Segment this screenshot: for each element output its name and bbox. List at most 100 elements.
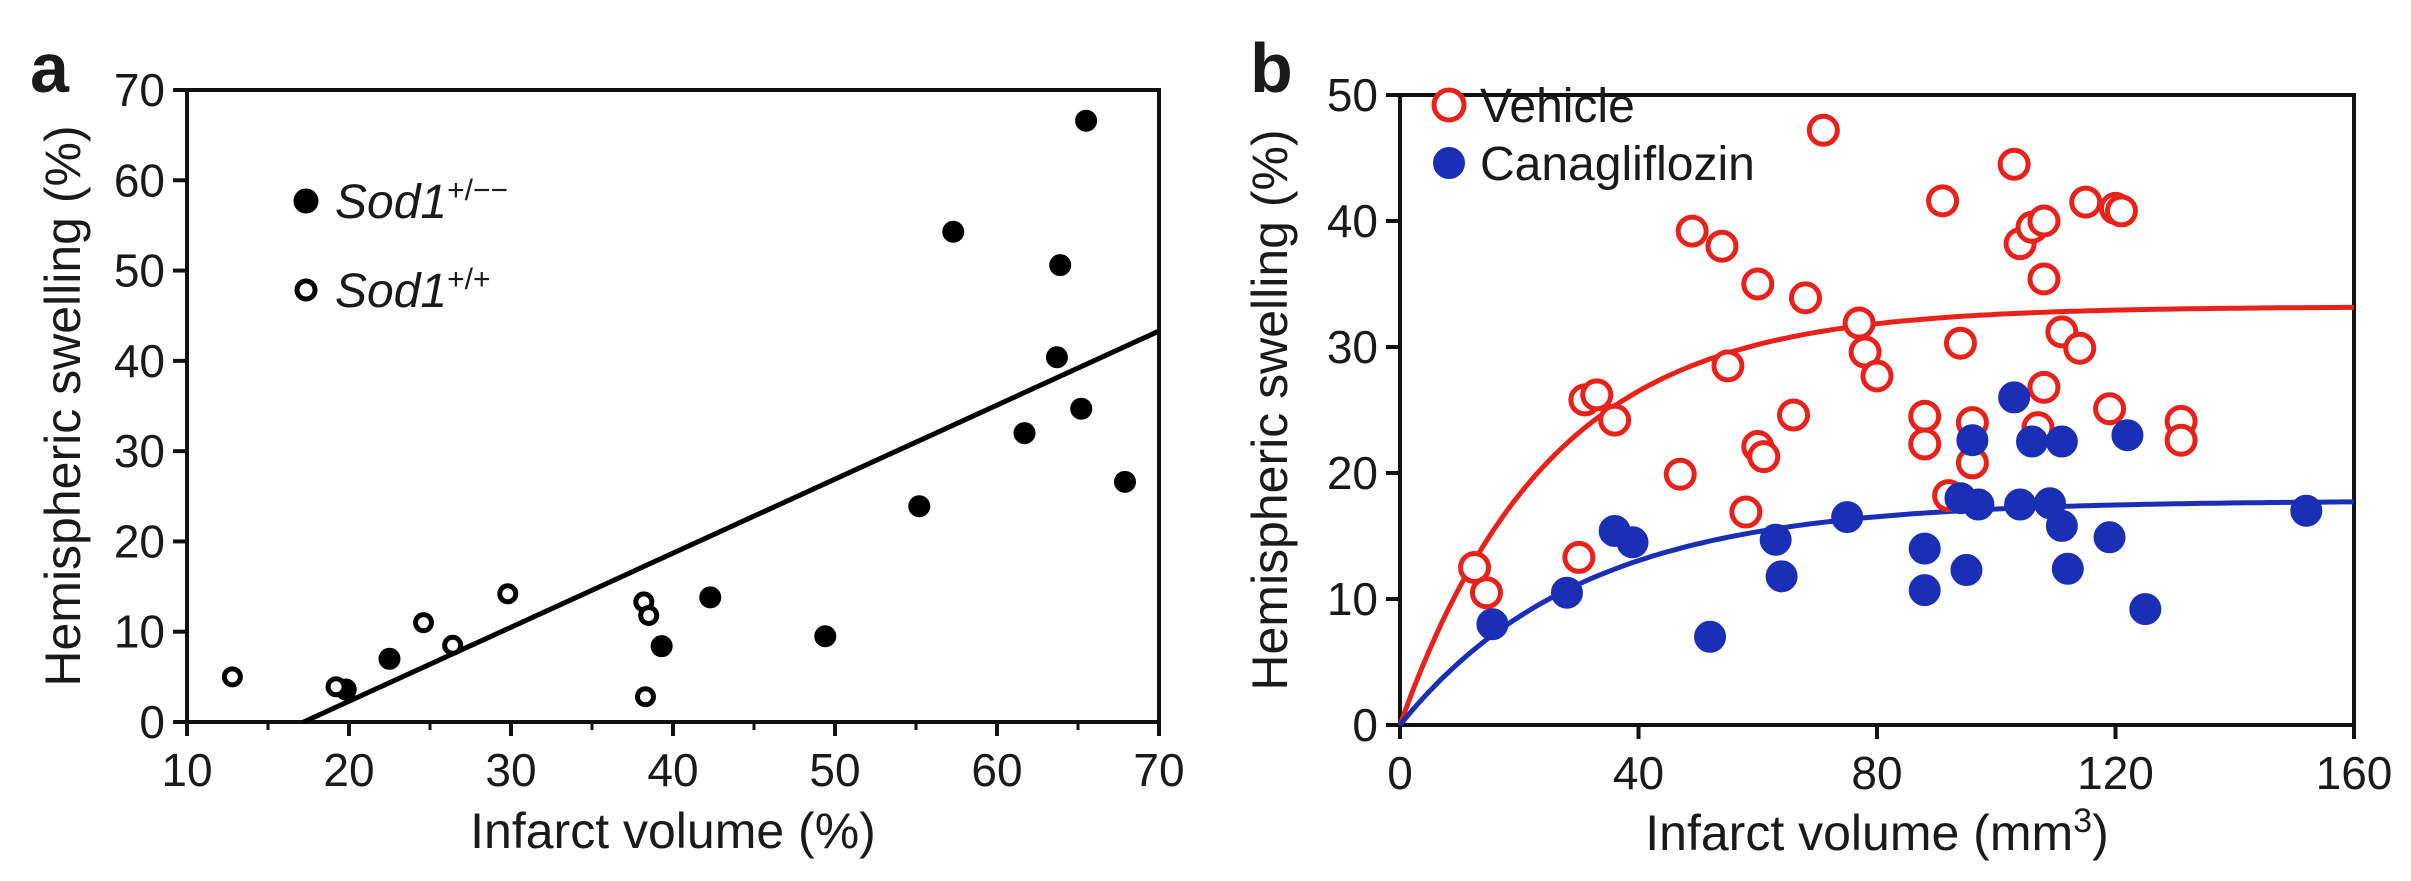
panel-b-point-open-s0 [1777,398,1811,432]
panel-b-point-filled-s1 [1956,424,1989,457]
panel-a-point-open-s1 [413,612,435,634]
panel-a-ytick-label: 60 [114,154,165,206]
panel-b-point-filled-s1 [2111,419,2144,452]
panel-b-point-open-s0 [1908,399,1942,433]
panel-b-point-open-s0 [1997,147,2031,181]
panel-a-point-open-s1 [497,583,519,605]
panel-b-ytick-label: 0 [1352,699,1378,751]
panel-b-ytick-label: 20 [1327,447,1378,499]
panel-b-point-open-s0 [2027,370,2061,404]
panel-b-point-filled-s1 [1476,608,1509,641]
panel-a-label: a [30,29,70,107]
panel-a-point-filled-s0 [942,220,965,243]
panel-b-point-filled-s1 [2016,425,2049,458]
panel-b-ylabel: Hemispheric swelling (%) [1242,129,1298,690]
panel-a-point-filled-s0 [1049,254,1072,277]
panel-b-point-open-s0 [1469,576,1503,610]
panel-a-ytick-label: 0 [139,696,165,748]
panel-b-point-filled-s1 [1831,501,1864,534]
panel-b-xtick-label: 160 [2316,747,2393,799]
panel-b-point-open-s0 [1788,281,1822,315]
panel-a-xtick-label: 20 [323,744,374,796]
panel-a-point-filled-s0 [1070,397,1093,420]
panel-a-point-open-s1 [634,686,656,708]
panel-a-xtick-label: 60 [971,744,1022,796]
panel-a-point-open-s1 [221,666,243,688]
panel-b-point-open-s0 [2104,194,2138,228]
panel-a-point-filled-s0 [1045,346,1068,369]
panel-b-point-filled-s1 [1616,526,1649,559]
panel-a-legend: Sod1+/−− Sod1+/+ [293,174,508,318]
panel-b-point-filled-s1 [2045,509,2078,542]
panel-a-ylabel: Hemispheric swelling (%) [35,125,91,686]
panel-b-point-filled-s1 [1765,560,1798,593]
panel-b-point-open-s0 [1598,403,1632,437]
panel-b-legend: Vehicle Canagliflozin [1431,80,1755,191]
fit-curve-canagliflozin [1398,499,2354,727]
panel-b-xtick-label: 120 [2077,747,2154,799]
legend-a-label-1: Sod1+/+ [335,263,490,318]
panel-a-point-filled-s0 [650,635,673,658]
panel-a-xtick-label: 10 [161,744,212,796]
panel-b-label: b [1250,29,1293,107]
legend-b-vehicle-marker [1431,87,1467,123]
panel-b-points [1458,113,2323,653]
panel-b-point-filled-s1 [1950,554,1983,587]
panel-a-ytick-label: 70 [114,64,165,116]
panel-b-point-open-s0 [1908,427,1942,461]
panel-b-point-open-s0 [1741,267,1775,301]
panel-a-point-filled-s0 [814,625,837,648]
panel-b-point-open-s0 [1562,540,1596,574]
panel-b-point-open-s0 [1729,495,1763,529]
panel-b-point-open-s0 [1663,457,1697,491]
panel-b-point-filled-s1 [1550,576,1583,609]
panel-b-axes: 0 40 80 120 160 0 10 20 30 40 50 [1327,69,2393,799]
panel-b-point-filled-s1 [1908,574,1941,607]
panel-a-xtick-label: 50 [809,744,860,796]
panel-b-point-open-s0 [2063,331,2097,365]
panel-b-point-open-s0 [2069,185,2103,219]
panel-a-point-filled-s0 [1013,422,1036,445]
panel-a-plot-frame [185,88,1161,724]
panel-b-point-open-s0 [1860,359,1894,393]
legend-b-label-1: Canagliflozin [1480,138,1755,191]
panel-b-point-filled-s1 [1908,532,1941,565]
panel-b-point-filled-s1 [1759,523,1792,556]
panel-a-xlabel: Infarct volume (%) [470,803,876,859]
legend-a-label-0: Sod1+/−− [335,174,508,229]
panel-a-xtick-label: 70 [1133,744,1184,796]
panel-a-ytick-label: 20 [114,515,165,567]
panel-b-point-filled-s1 [1962,488,1995,521]
panel-b-point-filled-s1 [1694,620,1727,653]
legend-a-open-marker [294,278,318,302]
panel-b-point-open-s0 [2027,204,2061,238]
panel-b: b 0 40 80 120 160 0 10 20 30 40 50 Vehicle Canagli… [1242,29,2392,861]
panel-a-point-filled-s0 [699,586,722,609]
panel-b-ytick-label: 10 [1327,573,1378,625]
panel-b-point-filled-s1 [2051,552,2084,585]
panel-b-xtick-label: 80 [1851,747,1902,799]
legend-a-filled-marker [293,188,319,214]
panel-a-point-filled-s0 [1113,470,1136,493]
panel-b-point-open-s0 [1747,440,1781,474]
panel-a-points [221,109,1136,708]
panel-a-xtick-label: 30 [485,744,536,796]
panel-a-point-filled-s0 [1075,109,1098,132]
panel-b-point-open-s0 [1806,113,1840,147]
panel-b-xlabel: Infarct volume (mm3) [1645,802,2108,861]
panel-a-fit [302,328,1161,725]
panel-b-xtick-label: 40 [1613,747,1664,799]
panel-b-point-open-s0 [2027,262,2061,296]
panel-b-point-filled-s1 [2290,494,2323,527]
panel-b-point-open-s0 [2093,392,2127,426]
panel-a-point-open-s1 [638,604,660,626]
panel-b-point-open-s0 [1705,229,1739,263]
panel-a-point-filled-s0 [908,495,931,518]
panel-b-point-filled-s1 [1998,381,2031,414]
legend-b-canagliflozin-marker [1433,147,1465,179]
panel-b-xtick-label: 0 [1387,747,1413,799]
panel-b-ytick-label: 50 [1327,69,1378,121]
panel-a-ytick-label: 50 [114,245,165,297]
